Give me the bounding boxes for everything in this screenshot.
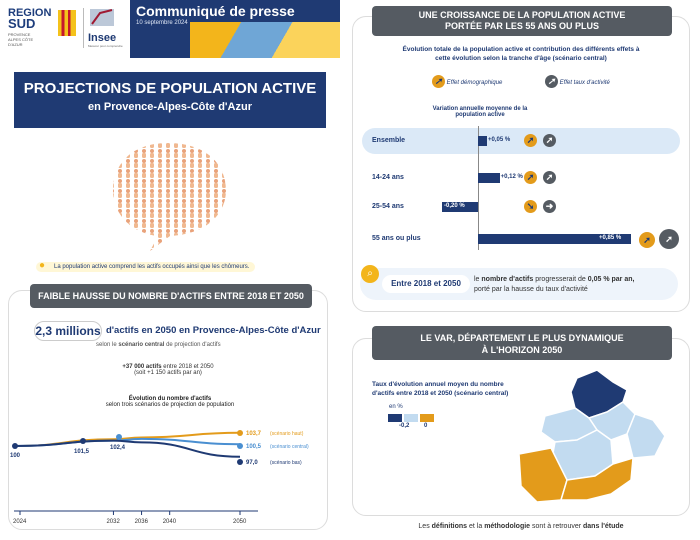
bar-value-label: -0,20 % <box>444 203 465 209</box>
map-var <box>559 456 634 501</box>
label-bas: 97,0 <box>246 460 258 466</box>
conclusion-text: le nombre d'actifs progresserait de 0,05… <box>474 276 635 293</box>
label-2036: 102,4 <box>110 445 126 451</box>
legend-haut: (scénario haut) <box>270 431 304 437</box>
bar-category-label: Ensemble <box>372 137 406 144</box>
region-line2: SUD <box>8 16 36 31</box>
conclusion-years: Entre 2018 et 2050 <box>382 275 470 293</box>
bar <box>478 136 487 146</box>
region-sud-logo: REGION SUD PROVENCE ALPES CÔTE D'AZUR <box>8 8 83 50</box>
legend-swatch-dark <box>388 414 402 422</box>
legend-demo: ➚ Effet démographique <box>432 75 502 88</box>
right-card <box>352 16 690 312</box>
legend-central: (scénario central) <box>270 444 309 450</box>
bar <box>478 234 631 244</box>
insee-mark-icon <box>90 9 114 26</box>
insee-sub: Mesurer pour comprendre <box>88 44 123 48</box>
end-bas-point <box>237 459 243 465</box>
legend-val-1: -0,2 <box>399 423 410 429</box>
line-chart: 2024 2032 2036 2040 2050 100 101,5 102,4 103… <box>10 430 309 525</box>
headline-value: 2,3 millions <box>34 321 102 341</box>
effet-demo-arrow-icon: ➚ <box>524 134 537 147</box>
region-map <box>518 369 666 503</box>
label-central: 100,5 <box>246 444 262 450</box>
series-bas-line <box>14 439 241 458</box>
arrow-taux-icon: ➚ <box>545 75 558 88</box>
effet-taux-arrow-icon: ➚ <box>659 229 679 249</box>
map-alpes-maritimes <box>626 413 666 459</box>
bar <box>478 173 500 183</box>
arrow-demo-icon: ➚ <box>432 75 445 88</box>
map-title: Taux d'évolution annuel moyen du nombre d… <box>372 381 509 397</box>
bar-title: Variation annuelle moyenne de la populat… <box>432 106 528 118</box>
right-header: UNE CROISSANCE DE LA POPULATION ACTIVE PO… <box>372 6 672 36</box>
effet-taux-arrow-icon: ➜ <box>543 200 556 213</box>
press-banner: Communiqué de presse 10 septembre 2024 <box>130 0 340 58</box>
x-tick-label: 2024 <box>13 519 27 525</box>
region-sub: PROVENCE ALPES CÔTE D'AZUR <box>8 32 34 47</box>
legend-taux: ➚ Effet taux d'activité <box>545 75 610 88</box>
map-header: LE VAR, DÉPARTEMENT LE PLUS DYNAMIQUE À L… <box>372 326 672 360</box>
main-title: PROJECTIONS DE POPULATION ACTIVE en Prov… <box>14 72 326 128</box>
bar-value-label: +0,05 % <box>488 137 511 143</box>
x-tick-label: 2040 <box>163 519 177 525</box>
x-tick-label: 2050 <box>233 519 247 525</box>
lightbulb-icon: ● <box>39 260 46 271</box>
magnifier-icon: ⌕ <box>361 265 379 283</box>
bar <box>442 202 478 212</box>
bar-category-label: 25-54 ans <box>372 203 404 210</box>
delta-text: +37 000 actifs entre 2018 et 2050 (soit +… <box>122 364 214 376</box>
headline-text: d'actifs en 2050 en Provence-Alpes-Côte … <box>106 325 321 336</box>
region-line1: REGION <box>8 7 52 19</box>
press-title: Communiqué de presse <box>136 3 295 19</box>
start-point <box>12 443 18 449</box>
x-tick-label: 2032 <box>106 519 120 525</box>
insee-text: Insee <box>88 32 117 44</box>
legend-bas: (scénario bas) <box>270 460 302 466</box>
label-start: 100 <box>10 453 21 459</box>
bar-category-label: 55 ans ou plus <box>372 235 421 242</box>
end-haut-point <box>237 430 243 436</box>
press-date: 10 septembre 2024 <box>136 20 188 26</box>
bar-value-label: +0,12 % <box>500 174 523 180</box>
bar-value-label: +0,85 % <box>599 235 622 241</box>
row-ensemble-bg <box>362 128 680 154</box>
region-flag-icon <box>58 10 76 36</box>
note-text: ● La population active comprend les acti… <box>36 260 256 272</box>
title-line1: PROJECTIONS DE POPULATION ACTIVE <box>23 80 317 97</box>
crowd-bubble-illustration <box>113 143 226 251</box>
end-central-point <box>237 443 243 449</box>
legend-swatch-orange <box>420 414 434 422</box>
title-line2: en Provence-Alpes-Côte d'Azur <box>88 101 252 113</box>
footer-text: Les définitions et la méthodologie sont … <box>418 523 624 530</box>
effet-demo-arrow-icon: ➘ <box>524 200 537 213</box>
effet-taux-arrow-icon: ➚ <box>543 134 556 147</box>
legend-val-2: 0 <box>424 423 428 429</box>
label-2032: 101,5 <box>74 449 90 455</box>
left-header: FAIBLE HAUSSE DU NOMBRE D'ACTIFS ENTRE 2… <box>30 284 312 308</box>
effet-demo-arrow-icon: ➚ <box>639 232 655 248</box>
bar-category-label: 14-24 ans <box>372 174 404 181</box>
map-unit: en % <box>389 404 403 410</box>
bar-subtitle: Évolution totale de la population active… <box>402 46 640 62</box>
effet-demo-arrow-icon: ➚ <box>524 171 537 184</box>
point-2032 <box>80 438 86 444</box>
line-chart-title: Évolution du nombre d'actifs selon trois … <box>105 396 235 408</box>
point-2036 <box>116 434 122 440</box>
effet-taux-arrow-icon: ➚ <box>543 171 556 184</box>
insee-logo: Insee Mesurer pour comprendre <box>88 7 124 53</box>
scenario-text: selon le scénario central de projection … <box>96 342 221 348</box>
label-haut: 103,7 <box>246 431 262 437</box>
x-tick-label: 2036 <box>135 519 149 525</box>
legend-swatch-light <box>404 414 418 422</box>
